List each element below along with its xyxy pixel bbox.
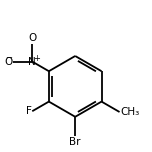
Text: −: − (5, 54, 13, 63)
Text: +: + (33, 54, 40, 63)
Text: Br: Br (69, 137, 81, 147)
Text: O: O (28, 33, 36, 43)
Text: CH₃: CH₃ (120, 107, 140, 117)
Text: N: N (28, 57, 36, 67)
Text: F: F (26, 106, 31, 116)
Text: O: O (4, 57, 12, 67)
